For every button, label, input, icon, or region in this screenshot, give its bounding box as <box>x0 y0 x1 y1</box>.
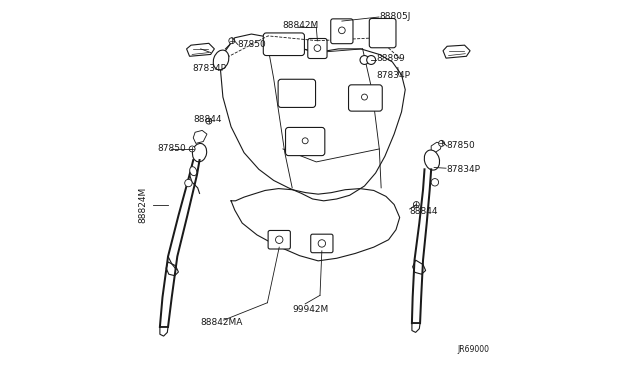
Text: 88842MA: 88842MA <box>201 318 243 327</box>
FancyBboxPatch shape <box>369 19 396 48</box>
Polygon shape <box>431 142 442 153</box>
Text: 87834P: 87834P <box>192 64 226 73</box>
Circle shape <box>229 38 235 44</box>
Polygon shape <box>443 45 470 58</box>
FancyBboxPatch shape <box>311 234 333 253</box>
FancyBboxPatch shape <box>349 85 382 111</box>
FancyBboxPatch shape <box>278 79 316 108</box>
FancyBboxPatch shape <box>331 19 353 44</box>
Circle shape <box>431 179 438 186</box>
Text: 87850: 87850 <box>237 39 266 49</box>
Circle shape <box>314 45 321 51</box>
Polygon shape <box>413 260 426 274</box>
Text: JR69000: JR69000 <box>458 345 490 354</box>
Circle shape <box>438 140 445 146</box>
Text: 88805J: 88805J <box>380 12 411 21</box>
FancyBboxPatch shape <box>308 38 327 58</box>
Circle shape <box>206 118 212 124</box>
Circle shape <box>413 202 419 208</box>
Polygon shape <box>187 43 214 56</box>
Text: 88842M: 88842M <box>282 22 319 31</box>
Text: 88899: 88899 <box>376 54 405 63</box>
Text: 99942M: 99942M <box>292 305 328 314</box>
Ellipse shape <box>189 167 196 176</box>
FancyBboxPatch shape <box>263 33 305 55</box>
Circle shape <box>367 55 376 64</box>
Text: 88844: 88844 <box>410 207 438 216</box>
Polygon shape <box>412 323 420 333</box>
Text: 87834P: 87834P <box>447 165 481 174</box>
Polygon shape <box>160 327 168 336</box>
Ellipse shape <box>424 150 440 170</box>
Text: 87834P: 87834P <box>376 71 410 80</box>
Ellipse shape <box>193 144 207 162</box>
Ellipse shape <box>213 50 229 70</box>
Circle shape <box>318 240 326 247</box>
Text: 87850: 87850 <box>447 141 476 150</box>
Polygon shape <box>214 57 227 67</box>
Polygon shape <box>193 131 207 143</box>
Circle shape <box>360 55 369 64</box>
Circle shape <box>362 94 367 100</box>
Circle shape <box>185 179 192 187</box>
Polygon shape <box>166 262 179 276</box>
Circle shape <box>302 138 308 144</box>
Text: 88844: 88844 <box>193 115 221 124</box>
Text: 87850: 87850 <box>157 144 186 153</box>
FancyBboxPatch shape <box>285 128 325 155</box>
Text: 88824M: 88824M <box>138 186 147 223</box>
Circle shape <box>339 27 345 34</box>
Circle shape <box>276 236 283 243</box>
Circle shape <box>189 146 195 152</box>
FancyBboxPatch shape <box>268 231 291 249</box>
